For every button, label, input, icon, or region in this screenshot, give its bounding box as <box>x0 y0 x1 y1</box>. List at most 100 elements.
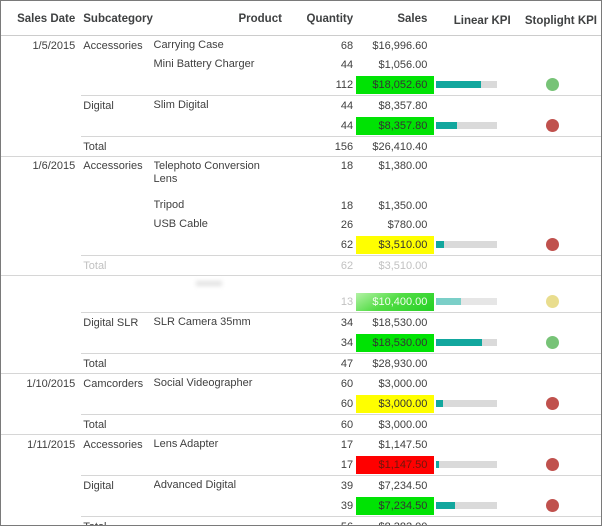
cell-sales-date: 1/10/2015 <box>1 373 82 393</box>
stoplight-kpi-indicator-red <box>545 397 559 410</box>
cell-linear-kpi <box>434 312 515 332</box>
detail-row: Digital Slim Digital 44 $8,357.80 <box>1 95 601 115</box>
cell-quantity: 17 <box>340 458 354 471</box>
detail-row: 1/10/2015 Camcorders Social Videographer 60… <box>1 373 601 393</box>
linear-kpi-gauge <box>436 122 498 129</box>
cell-stoplight-kpi <box>514 156 601 196</box>
cell-sales-date: 1/6/2015 <box>1 156 82 196</box>
cell-sales: $18,530.00 <box>356 312 435 332</box>
cell-sales-date <box>1 354 81 374</box>
group-total-row: Total 47 $28,930.00 <box>1 353 601 374</box>
linear-kpi-fill <box>436 81 481 88</box>
group-total-label: Total <box>81 516 154 525</box>
cell-sales-date <box>1 393 81 415</box>
cell-quantity: 34 <box>283 312 357 332</box>
faded-row-artifact <box>195 281 222 286</box>
linear-kpi-gauge <box>436 298 498 305</box>
cell-product: Slim Digital <box>153 95 284 115</box>
cell-product: Telephoto Conversion Lens <box>153 156 284 196</box>
cell-stoplight-kpi <box>514 516 601 525</box>
cell-sales-date <box>1 215 81 234</box>
cell-linear-kpi <box>434 115 514 137</box>
cell-stoplight-kpi <box>514 475 601 495</box>
cell-product <box>154 115 284 137</box>
subtotal-row: 34 $18,530.00 <box>1 332 601 354</box>
cell-sales-date <box>1 256 81 276</box>
detail-row: Digital Advanced Digital 39 $7,234.50 <box>1 475 601 495</box>
cell-subcategory <box>81 393 153 415</box>
cell-quantity: 47 <box>283 353 357 374</box>
cell-stoplight-kpi <box>514 255 601 276</box>
cell-quantity: 60 <box>283 373 357 393</box>
cell-linear-kpi <box>434 475 515 495</box>
cell-quantity: 17 <box>283 434 357 454</box>
ghost-row <box>1 275 601 291</box>
cell-linear-kpi <box>434 353 515 374</box>
cell-linear-kpi <box>434 495 514 517</box>
cell-sales-date <box>1 115 81 137</box>
linear-kpi-gauge <box>436 241 498 248</box>
cell-linear-kpi <box>434 234 514 256</box>
cell-sales: $1,380.00 <box>356 156 435 196</box>
cell-stoplight-kpi <box>515 55 601 74</box>
cell-quantity: 60 <box>340 397 354 410</box>
cell-sales-date <box>1 74 81 96</box>
linear-kpi-fill <box>436 461 439 468</box>
stoplight-kpi-indicator-red <box>545 499 559 512</box>
detail-row: USB Cable 26 $780.00 <box>1 215 601 234</box>
group-total-label: Total <box>81 353 154 374</box>
cell-sales: $1,056.00 <box>378 58 428 71</box>
cell-stoplight-kpi <box>514 275 601 291</box>
cell-sales: $3,000.00 <box>356 414 435 435</box>
cell-sales: $1,350.00 <box>378 199 428 212</box>
detail-row: 1/5/2015 Accessories Carrying Case 68 $16,99… <box>1 36 601 56</box>
cell-subcategory <box>81 454 153 476</box>
cell-linear-kpi <box>434 36 514 56</box>
cell-subcategory <box>81 291 153 313</box>
linear-kpi-gauge <box>436 400 498 407</box>
cell-product <box>154 454 284 476</box>
cell-sales: $8,357.80 <box>356 95 435 115</box>
linear-kpi-fill <box>436 339 483 346</box>
cell-subcategory: Camcorders <box>81 373 154 393</box>
cell-sales: $780.00 <box>387 218 428 231</box>
cell-product: Advanced Digital <box>153 475 284 495</box>
cell-stoplight-kpi <box>514 136 601 157</box>
header-row: Sales Date Subcategory Product Quantity … <box>1 7 601 36</box>
column-header-sales-date: Sales Date <box>1 7 82 36</box>
linear-kpi-gauge <box>436 81 498 88</box>
stoplight-kpi-indicator-green <box>545 336 559 349</box>
cell-product <box>154 495 284 517</box>
linear-kpi-gauge <box>436 339 498 346</box>
cell-stoplight-kpi <box>515 196 601 215</box>
group-total-row: Total 60 $3,000.00 <box>1 414 601 435</box>
cell-subcategory <box>81 215 153 234</box>
cell-stoplight-kpi <box>515 234 601 256</box>
cell-quantity: 56 <box>283 516 357 525</box>
cell-stoplight-kpi <box>515 495 601 517</box>
cell-sales: $3,000.00 <box>356 373 435 393</box>
group-total-label: Total <box>81 255 154 276</box>
cell-subcategory <box>81 495 153 517</box>
sales-report-table: Sales Date Subcategory Product Quantity … <box>1 7 601 525</box>
cell-subcategory: Accessories <box>81 156 154 196</box>
cell-quantity: 62 <box>340 238 354 251</box>
cell-linear-kpi <box>434 136 515 157</box>
linear-kpi-fill <box>436 400 444 407</box>
group-total-row: Total 156 $26,410.40 <box>1 136 601 157</box>
cell-stoplight-kpi <box>514 312 601 332</box>
cell-sales: $28,930.00 <box>356 353 435 374</box>
sales-kpi-cell-green: $18,530.00 <box>356 333 435 352</box>
cell-sales-date <box>1 196 81 215</box>
cell-linear-kpi <box>434 215 514 234</box>
cell-quantity: 156 <box>283 136 357 157</box>
cell-subcategory <box>81 55 153 74</box>
cell-stoplight-kpi <box>515 332 601 354</box>
sales-kpi-cell-red: $1,147.50 <box>356 455 435 474</box>
cell-quantity: 44 <box>340 58 354 71</box>
cell-subcategory <box>81 332 153 354</box>
cell-stoplight-kpi <box>515 454 601 476</box>
cell-product: SLR Camera 35mm <box>153 312 284 332</box>
cell-sales: $18,052.60 <box>356 74 435 96</box>
cell-quantity: 60 <box>283 414 357 435</box>
